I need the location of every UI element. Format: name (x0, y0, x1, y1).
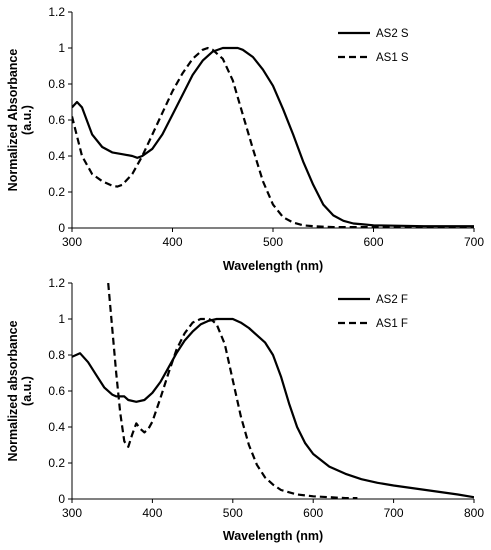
y-tick-label: 1 (58, 41, 65, 55)
x-axis-title: Wavelength (nm) (223, 529, 323, 543)
y-tick-label: 0.2 (48, 185, 65, 199)
y-tick-label: 0.2 (48, 456, 65, 470)
y-axis-title-line2: (a.u.) (20, 376, 34, 406)
y-axis-title-line1: Normalized absorbance (6, 320, 20, 461)
x-axis-title: Wavelength (nm) (223, 259, 323, 273)
y-tick-label: 0 (58, 492, 65, 506)
x-tick-label: 600 (363, 235, 383, 249)
x-tick-label: 500 (263, 235, 283, 249)
series-line-as2-s (72, 46, 474, 228)
x-tick-label: 600 (303, 506, 323, 520)
legend-label: AS2 F (376, 294, 408, 306)
y-tick-label: 0 (58, 221, 65, 235)
chart-panel-1: 0 0.2 0.4 0.6 0.8 1 1.2 300 400 500 600 700 Waveleng… (6, 5, 484, 273)
y-tick-label: 1.2 (48, 276, 65, 290)
x-tick-label: 400 (162, 235, 182, 249)
x-tick-label: 700 (384, 506, 404, 520)
y-tick-label: 0.8 (48, 77, 65, 91)
y-tick-label: 0.6 (48, 113, 65, 127)
y-tick-label: 1 (58, 312, 65, 326)
y-axis-title-line1: Normalized Absorbance (6, 49, 20, 192)
x-tick-label: 300 (62, 506, 82, 520)
x-tick-label: 300 (62, 235, 82, 249)
x-tick-label: 700 (464, 235, 484, 249)
legend-label: AS2 S (376, 28, 409, 40)
y-tick-label: 0.8 (48, 348, 65, 362)
legend-label: AS1 S (376, 52, 409, 64)
x-tick-label: 500 (223, 506, 243, 520)
y-axis-title-line2: (a.u.) (20, 105, 34, 135)
series-line-as2-f (72, 317, 474, 499)
series-line-as1-s (72, 46, 474, 228)
y-tick-label: 0.4 (48, 149, 65, 163)
series-line-as1-f (107, 283, 358, 499)
x-tick-label: 800 (464, 506, 484, 520)
y-tick-label: 1.2 (48, 5, 65, 19)
x-tick-label: 400 (142, 506, 162, 520)
y-tick-label: 0.6 (48, 384, 65, 398)
chart-panel-2: 0 0.2 0.4 0.6 0.8 1 1.2 300 400 500 600 700 800 Wavel… (6, 276, 484, 543)
y-tick-label: 0.4 (48, 420, 65, 434)
legend-label: AS1 F (376, 318, 408, 330)
